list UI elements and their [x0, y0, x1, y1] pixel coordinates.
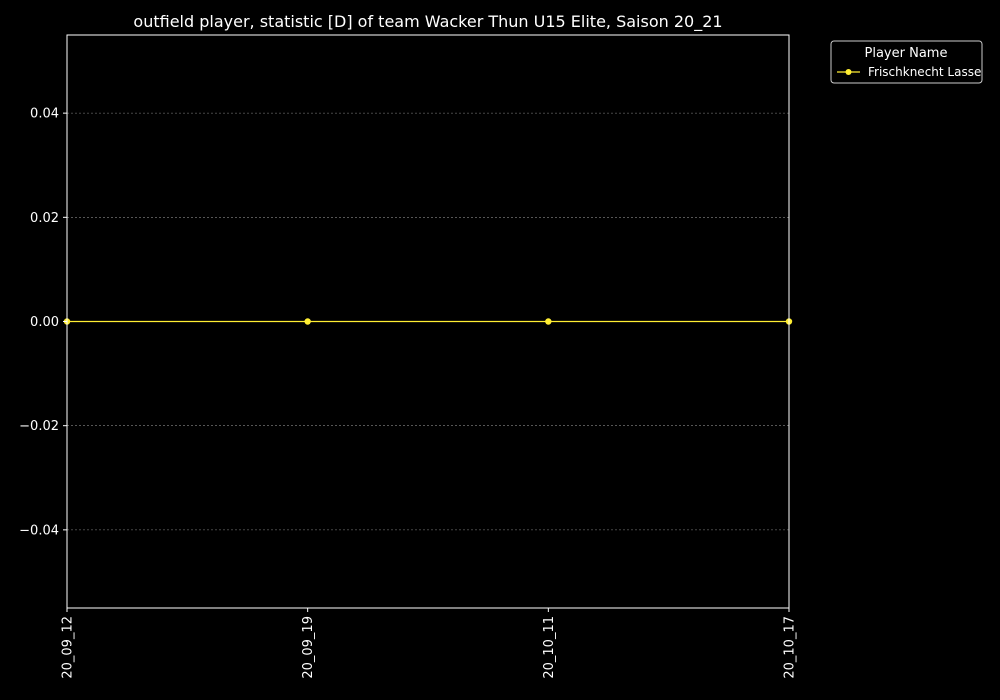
y-tick-label: 0.00	[30, 315, 59, 330]
x-tick-label: 20_10_17	[783, 616, 798, 679]
legend-title: Player Name	[865, 46, 948, 61]
data-point	[545, 318, 552, 325]
y-tick-label: −0.04	[19, 523, 59, 538]
legend: Player Name Frischknecht Lasse	[830, 40, 983, 84]
legend-swatch-marker	[845, 69, 852, 75]
x-tick-label: 20_09_19	[301, 616, 316, 679]
legend-box	[830, 40, 983, 84]
legend-entry-label: Frischknecht Lasse	[868, 65, 981, 79]
y-axis: 0.04 0.02 0.00 −0.02 −0.04	[19, 107, 67, 538]
x-tick-label: 20_09_12	[61, 616, 76, 679]
x-tick-label: 20_10_11	[542, 616, 557, 679]
y-tick-label: 0.04	[30, 107, 59, 122]
y-tick-label: 0.02	[30, 211, 59, 226]
x-axis: 20_09_12 20_09_19 20_10_11 20_10_17	[61, 608, 798, 679]
y-tick-label: −0.02	[19, 419, 59, 434]
data-point	[304, 318, 311, 325]
chart-title: outfield player, statistic [D] of team W…	[133, 12, 722, 32]
